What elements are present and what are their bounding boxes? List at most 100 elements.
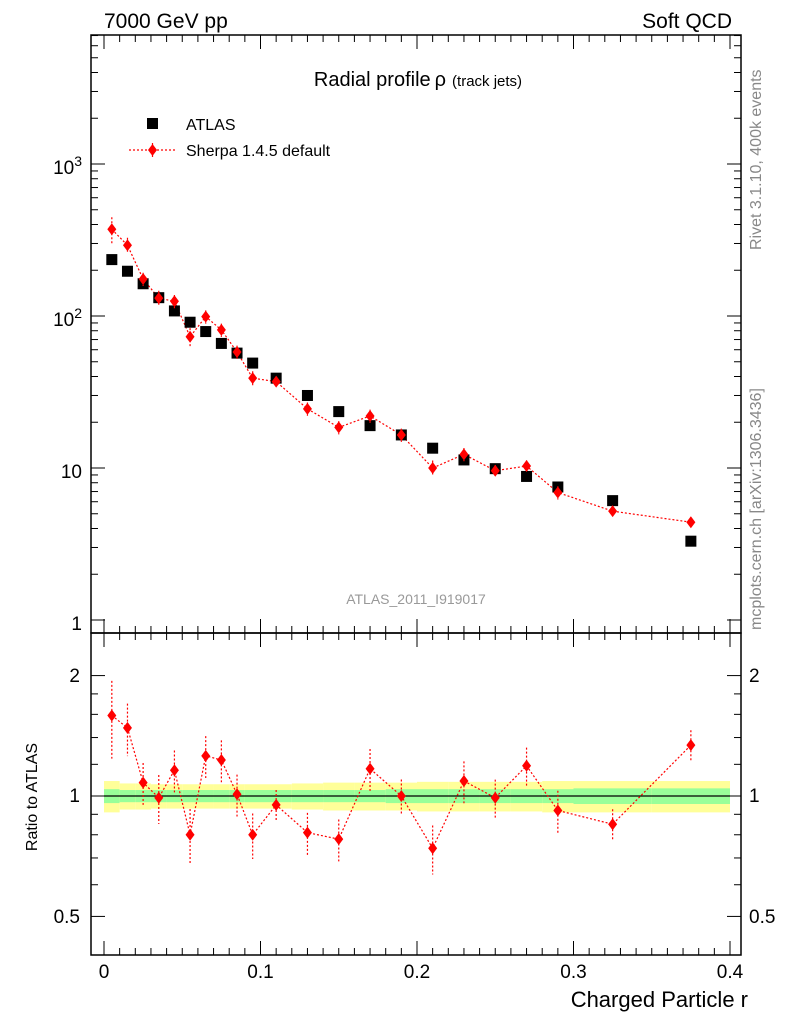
atlas-point-7 — [215, 337, 227, 349]
atlas-point-18 — [521, 470, 533, 482]
ratio-y-tick-label-right-2: 2 — [749, 666, 760, 687]
sherpa-point-12 — [334, 421, 344, 434]
sherpa-point-15 — [428, 462, 438, 474]
sherpa-point-14 — [396, 428, 406, 441]
top-panel-data — [106, 217, 697, 547]
ratio-point-16 — [459, 775, 469, 788]
legend-atlas-marker — [147, 118, 158, 129]
y-tick-label-10: 10 — [61, 462, 82, 483]
sherpa-point-13 — [365, 409, 375, 422]
sherpa-point-6 — [201, 310, 211, 323]
atlas-point-9 — [247, 357, 259, 369]
sherpa-point-21 — [686, 516, 696, 529]
ratio-uncertainty-bands — [104, 781, 730, 813]
chart-title: Radial profile ρ (track jets) — [314, 69, 522, 91]
ratio-point-5 — [185, 828, 195, 841]
ratio-panel-y-tick-labels: 0.5 1 2 0.5 1 2 — [54, 666, 776, 928]
atlas-point-13 — [364, 420, 376, 432]
ratio-point-14 — [396, 790, 406, 802]
sherpa-point-20 — [608, 505, 618, 518]
atlas-point-21 — [685, 535, 697, 547]
atlas-point-15 — [427, 442, 439, 454]
legend-atlas-label: ATLAS — [186, 117, 236, 134]
ratio-point-7 — [216, 754, 226, 767]
legend: ATLAS Sherpa 1.4.5 default — [129, 117, 331, 160]
sherpa-point-3 — [154, 292, 164, 305]
sherpa-point-19 — [553, 486, 563, 499]
ratio-point-9 — [248, 828, 258, 841]
ratio-point-12 — [334, 833, 344, 846]
atlas-point-4 — [168, 305, 180, 317]
ratio-point-18 — [522, 759, 532, 772]
x-tick-labels: 0 0.1 0.2 0.3 0.4 — [99, 962, 744, 983]
ratio-point-19 — [553, 804, 563, 817]
ratio-point-21 — [686, 739, 696, 752]
ratio-point-13 — [365, 762, 375, 775]
sherpa-point-18 — [522, 460, 532, 473]
chart-title-symbol: ρ — [435, 69, 446, 91]
x-tick-label-0p3: 0.3 — [560, 962, 586, 983]
ratio-point-0 — [107, 709, 117, 722]
ratio-y-axis-title: Ratio to ATLAS — [24, 743, 41, 851]
ratio-point-11 — [302, 826, 312, 839]
sherpa-point-9 — [248, 372, 258, 385]
header-category-label: Soft QCD — [642, 10, 732, 33]
ratio-point-3 — [154, 791, 164, 804]
x-tick-label-0p2: 0.2 — [404, 962, 430, 983]
ratio-sherpa-line — [111, 714, 692, 850]
ratio-y-tick-label-left-0p5: 0.5 — [54, 907, 80, 928]
ratio-point-1 — [122, 721, 132, 734]
y-tick-label-100: 102 — [53, 305, 82, 331]
ratio-point-20 — [608, 818, 618, 831]
x-tick-label-0: 0 — [99, 962, 110, 983]
y-tick-label-1: 1 — [71, 614, 82, 635]
sherpa-point-7 — [216, 323, 226, 336]
x-tick-label-0p1: 0.1 — [247, 962, 273, 983]
ratio-y-tick-label-left-2: 2 — [69, 666, 80, 687]
top-panel-y-tick-labels: 1 10 102 103 — [53, 153, 82, 635]
ratio-y-tick-label-right-1: 1 — [749, 786, 760, 807]
legend-sherpa-label: Sherpa 1.4.5 default — [186, 143, 331, 160]
ratio-point-10 — [271, 798, 281, 811]
ratio-point-2 — [138, 776, 148, 789]
mcplots-source-label: mcplots.cern.ch [arXiv:1306.3436] — [748, 388, 765, 630]
legend-sherpa-marker — [148, 144, 157, 156]
sherpa-point-10 — [271, 375, 281, 388]
ratio-panel-data — [107, 680, 696, 875]
sherpa-point-4 — [169, 295, 179, 308]
atlas-point-0 — [106, 254, 118, 266]
atlas-point-11 — [301, 389, 313, 401]
sherpa-point-2 — [138, 273, 148, 286]
atlas-point-6 — [200, 326, 212, 338]
x-tick-label-0p4: 0.4 — [717, 962, 744, 983]
x-axis-title: Charged Particle r — [571, 987, 748, 1012]
atlas-point-5 — [184, 316, 196, 328]
ratio-point-6 — [201, 749, 211, 762]
header-energy-label: 7000 GeV pp — [104, 10, 228, 33]
ratio-y-tick-label-right-0p5: 0.5 — [749, 907, 775, 928]
atlas-point-20 — [607, 495, 619, 507]
y-tick-label-1000: 103 — [53, 153, 82, 179]
atlas-point-1 — [121, 265, 133, 277]
ratio-panel-frame — [90, 632, 742, 956]
sherpa-point-17 — [490, 464, 500, 477]
chart-title-main: Radial profile — [314, 69, 431, 91]
sherpa-line — [111, 228, 691, 523]
analysis-watermark: ATLAS_2011_I919017 — [346, 591, 486, 607]
sherpa-point-8 — [232, 345, 242, 358]
ratio-point-8 — [232, 788, 242, 801]
ratio-point-17 — [490, 791, 500, 804]
sherpa-point-16 — [459, 448, 469, 461]
chart-title-suffix: (track jets) — [452, 73, 522, 90]
sherpa-point-5 — [185, 330, 195, 343]
ratio-point-15 — [428, 842, 438, 855]
ratio-point-4 — [169, 764, 179, 777]
sherpa-point-1 — [122, 239, 132, 252]
atlas-point-12 — [333, 406, 345, 418]
ratio-y-tick-label-left-1: 1 — [69, 786, 80, 807]
rivet-version-label: Rivet 3.1.10, 400k events — [748, 69, 765, 250]
sherpa-point-0 — [107, 223, 117, 236]
sherpa-point-11 — [302, 402, 312, 415]
top-panel-axes — [91, 35, 741, 955]
